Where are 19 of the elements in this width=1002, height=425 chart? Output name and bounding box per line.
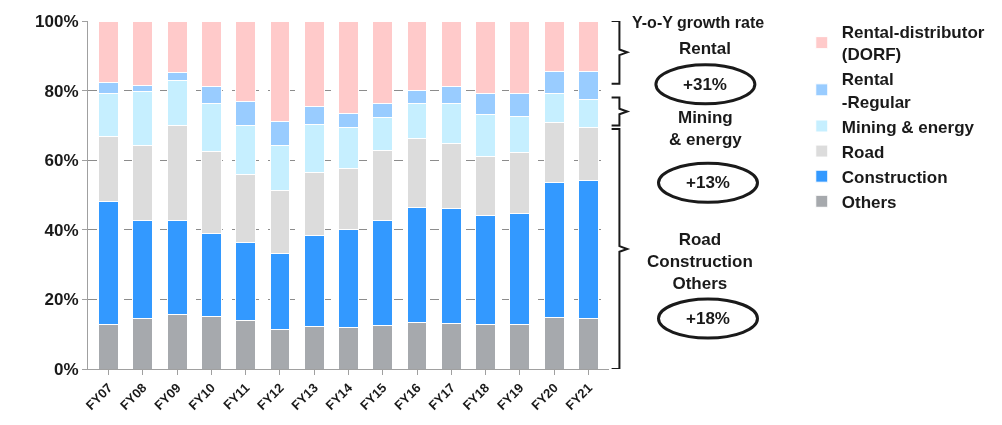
y-tick-label: 40% <box>44 220 79 240</box>
y-tick-label: 20% <box>44 290 79 310</box>
legend-label: Rental -Regular <box>841 70 912 112</box>
y-tick-label: 60% <box>44 151 79 171</box>
legend-label: Road <box>841 142 885 162</box>
text: Y-o-Y growth rate <box>632 14 765 31</box>
legend-label: Construction <box>841 167 948 187</box>
text: +31% <box>683 75 727 94</box>
legend-label: Rental-distributor (DORF) <box>841 23 985 65</box>
text: Mining & energy <box>669 108 743 150</box>
text: Road Construction Others <box>647 230 753 294</box>
y-tick-label: 100% <box>35 11 79 31</box>
text: Rental <box>679 39 731 58</box>
y-tick-label: 80% <box>44 81 79 101</box>
legend-label: Mining & energy <box>841 117 975 137</box>
text: +13% <box>686 173 730 192</box>
text: +18% <box>686 309 730 328</box>
y-tick-label: 0% <box>54 359 79 379</box>
legend-label: Others <box>841 192 897 212</box>
